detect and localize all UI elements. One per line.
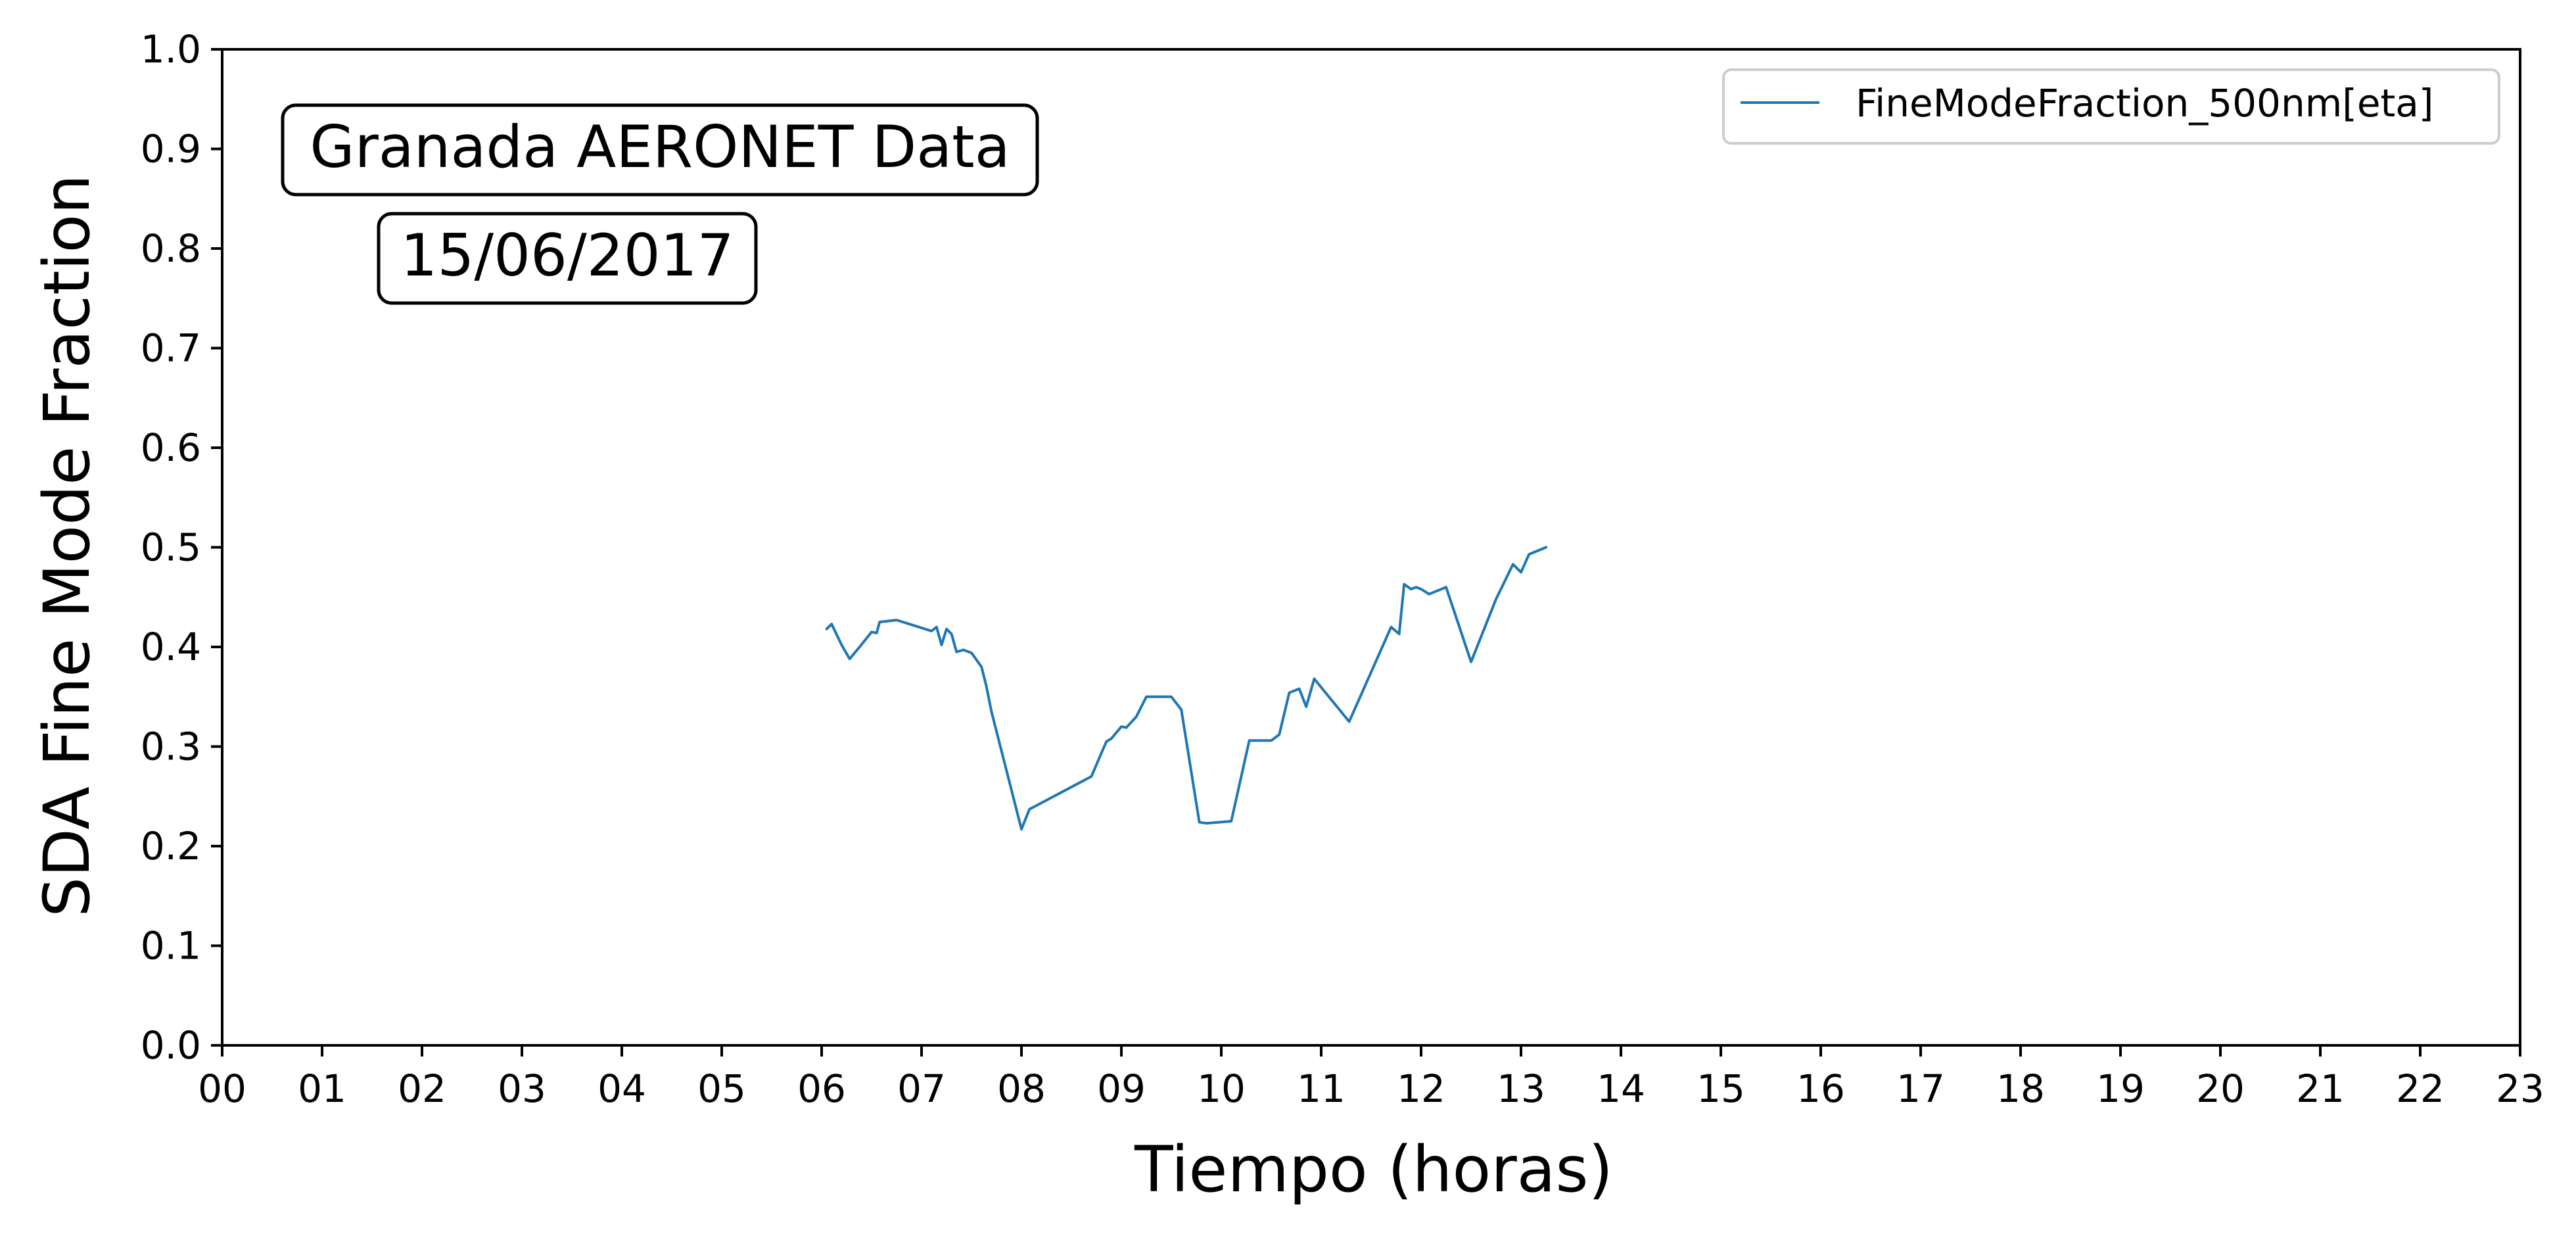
x-tick-label: 15: [1697, 1066, 1745, 1111]
x-tick-label: 21: [2296, 1066, 2345, 1111]
y-tick-label: 0.4: [141, 625, 201, 669]
y-tick-label: 0.0: [141, 1023, 201, 1068]
y-tick-label: 0.3: [141, 725, 201, 769]
legend: FineModeFraction_500nm[eta]: [1722, 68, 2500, 145]
annotation-station-box: [281, 103, 1039, 197]
annotation-date: 15/06/2017: [377, 212, 758, 305]
x-tick-label: 10: [1197, 1066, 1246, 1111]
legend-box: [1722, 68, 2500, 145]
x-tick-label: 09: [1097, 1066, 1146, 1111]
x-tick-label: 11: [1297, 1066, 1346, 1111]
x-tick-label: 01: [298, 1066, 346, 1111]
x-tick-label: 12: [1397, 1066, 1445, 1111]
y-axis-ticks: 0.0 0.1 0.2 0.3 0.4 0.5 0.6 0.7 0.8 0.9 1.0: [141, 27, 222, 1068]
x-tick-label: 00: [198, 1066, 246, 1111]
y-tick-label: 0.9: [141, 127, 201, 172]
x-tick-label: 02: [398, 1066, 446, 1111]
series-line-0: [825, 546, 1547, 831]
annotation-date-box: [377, 212, 758, 305]
plot-frame: [221, 48, 2521, 1047]
y-tick-label: 0.5: [141, 525, 201, 570]
series-layer: [825, 546, 1547, 831]
x-tick-label: 06: [797, 1066, 846, 1111]
x-axis-ticks: 00 01 02 03 04 05 06 07 08 09 10 11 12 13 14 15 16 17 18 19…: [198, 1045, 2544, 1111]
x-tick-label: 08: [997, 1066, 1046, 1111]
x-tick-label: 20: [2196, 1066, 2245, 1111]
annotation-station-text: Granada AERONET Data: [310, 113, 1010, 181]
y-tick-label: 0.7: [141, 326, 201, 371]
x-tick-label: 17: [1896, 1066, 1945, 1111]
x-tick-label: 14: [1597, 1066, 1645, 1111]
x-axis-label: Tiempo (horas): [1134, 1133, 1613, 1206]
x-tick-label: 16: [1796, 1066, 1845, 1111]
x-tick-label: 22: [2396, 1066, 2445, 1111]
x-tick-label: 07: [897, 1066, 946, 1111]
y-tick-label: 0.8: [141, 226, 201, 271]
y-tick-label: 0.6: [141, 425, 201, 470]
legend-label: FineModeFraction_500nm[eta]: [1856, 81, 2433, 126]
y-tick-label: 0.2: [141, 824, 201, 868]
x-tick-label: 05: [697, 1066, 746, 1111]
x-tick-label: 23: [2496, 1066, 2544, 1111]
x-tick-label: 03: [498, 1066, 546, 1111]
x-tick-label: 04: [597, 1066, 646, 1111]
y-tick-label: 0.1: [141, 924, 201, 968]
x-tick-label: 18: [1996, 1066, 2045, 1111]
annotation-station: Granada AERONET Data: [281, 103, 1039, 197]
y-axis-label: SDA Fine Mode Fraction: [30, 174, 104, 917]
y-tick-label: 1.0: [141, 27, 201, 72]
x-tick-label: 13: [1497, 1066, 1545, 1111]
x-tick-label: 19: [2096, 1066, 2145, 1111]
annotation-date-text: 15/06/2017: [400, 222, 734, 289]
